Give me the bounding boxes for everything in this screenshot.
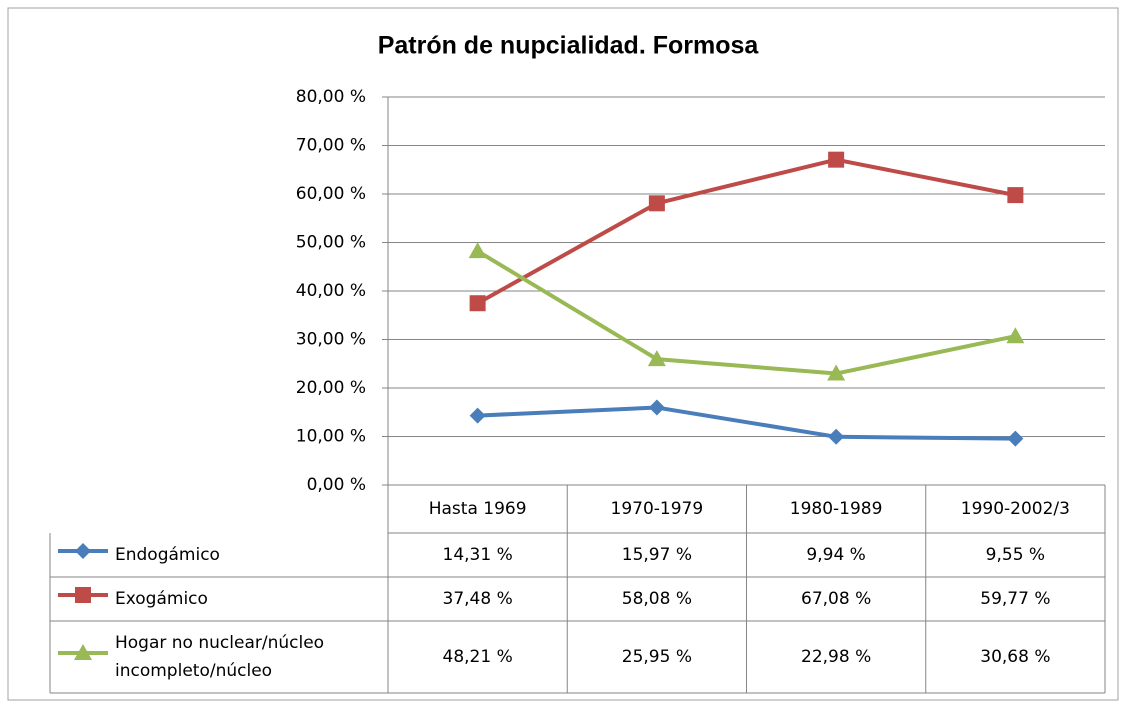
- legend-marker: [75, 587, 91, 603]
- data-point: [1007, 430, 1024, 447]
- table-value: 67,08 %: [801, 589, 871, 609]
- legend-label: Hogar no nuclear/núcleo incompleto/núcle…: [115, 633, 325, 681]
- table-value: 14,31 %: [443, 545, 513, 565]
- legend-marker: [75, 543, 91, 559]
- x-tick-label: 1980-1989: [790, 499, 883, 519]
- legend-label: Endogámico: [115, 545, 220, 565]
- series-line: [477, 405, 1016, 441]
- y-tick-label: 10,00 %: [296, 427, 366, 447]
- chart-title: Patrón de nupcialidad. Formosa: [378, 32, 760, 60]
- data-point: [468, 242, 487, 259]
- data-point: [648, 399, 665, 416]
- y-tick-label: 0,00 %: [307, 475, 366, 495]
- data-point: [828, 428, 845, 445]
- table-value: 30,68 %: [980, 647, 1050, 667]
- y-tick-label: 20,00 %: [296, 378, 366, 398]
- y-tick-label: 70,00 %: [296, 136, 366, 156]
- table-value: 15,97 %: [622, 545, 692, 565]
- data-point: [647, 350, 666, 367]
- data-point: [648, 195, 665, 212]
- y-tick-label: 50,00 %: [296, 233, 366, 253]
- table-value: 25,95 %: [622, 647, 692, 667]
- data-point: [469, 407, 486, 424]
- series-line: [476, 157, 1016, 305]
- x-tick-label: Hasta 1969: [429, 499, 527, 519]
- table-value: 58,08 %: [622, 589, 692, 609]
- table-value: 37,48 %: [443, 589, 513, 609]
- data-point: [1007, 187, 1024, 204]
- y-tick-label: 60,00 %: [296, 184, 366, 204]
- x-tick-label: 1970-1979: [611, 499, 704, 519]
- table-value: 59,77 %: [980, 589, 1050, 609]
- x-tick-label: 1990-2002/3: [961, 499, 1070, 519]
- legend-label-box: Exogámico: [115, 589, 208, 609]
- legend-label: Exogámico: [115, 589, 208, 609]
- y-tick-label: 80,00 %: [296, 87, 366, 107]
- legend-label-box: Endogámico: [115, 545, 220, 565]
- series-line: [476, 249, 1016, 376]
- data-point: [828, 151, 845, 168]
- table-value: 9,55 %: [986, 545, 1045, 565]
- y-tick-label: 40,00 %: [296, 281, 366, 301]
- table-value: 48,21 %: [443, 647, 513, 667]
- data-point: [469, 295, 486, 312]
- legend-label-box: Hogar no nuclear/núcleo incompleto/núcle…: [115, 633, 325, 681]
- legend-marker: [74, 644, 92, 660]
- table-value: 22,98 %: [801, 647, 871, 667]
- y-tick-label: 30,00 %: [296, 330, 366, 350]
- table-value: 9,94 %: [806, 545, 865, 565]
- data-point: [1006, 327, 1025, 344]
- data-point: [827, 364, 846, 381]
